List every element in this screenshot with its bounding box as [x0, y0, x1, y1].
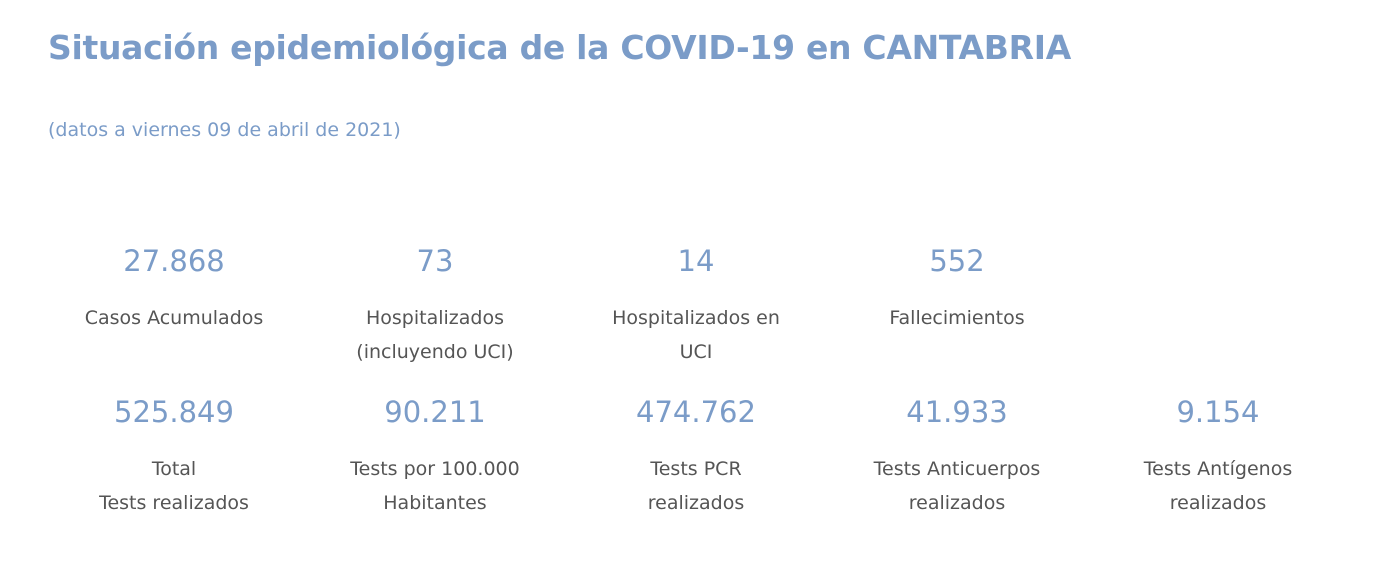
stat-value: 27.868 — [123, 244, 225, 278]
stat-value: 14 — [677, 244, 715, 278]
stat-label: Hospitalizados (incluyendo UCI) — [305, 301, 565, 369]
stat-label-line: Hospitalizados — [365, 307, 504, 329]
stat-value: 9.154 — [1176, 395, 1260, 429]
stat-total-tests: 525.849 Total Tests realizados — [44, 394, 304, 520]
stat-label-line: Tests Antígenos — [1143, 458, 1293, 480]
stat-tests-antigenos: 9.154 Tests Antígenos realizados — [1088, 394, 1348, 520]
stat-hospitalizados: 73 Hospitalizados (incluyendo UCI) — [305, 243, 565, 369]
stat-casos-acumulados: 27.868 Casos Acumulados — [44, 243, 304, 335]
date-subtitle: (datos a viernes 09 de abril de 2021) — [48, 119, 401, 141]
stat-tests-por-habitantes: 90.211 Tests por 100.000 Habitantes — [305, 394, 565, 520]
stat-label-line: (incluyendo UCI) — [356, 341, 514, 363]
stat-hospitalizados-uci: 14 Hospitalizados en UCI — [566, 243, 826, 369]
stat-label-line: realizados — [647, 492, 745, 514]
stat-value: 525.849 — [114, 395, 234, 429]
stat-label: Tests PCR realizados — [566, 452, 826, 520]
stat-value: 73 — [416, 244, 454, 278]
page-title: Situación epidemiológica de la COVID-19 … — [48, 28, 1071, 67]
stat-label-line: Casos Acumulados — [84, 307, 264, 329]
stat-label-line: realizados — [1169, 492, 1267, 514]
stat-label: Casos Acumulados — [44, 301, 304, 335]
stat-value: 90.211 — [384, 395, 486, 429]
stat-label: Total Tests realizados — [44, 452, 304, 520]
stat-label-line: Total — [151, 458, 197, 480]
stat-label-line: Tests por 100.000 — [350, 458, 520, 480]
stat-label-line: Tests Anticuerpos — [873, 458, 1041, 480]
stat-label-line: UCI — [679, 341, 713, 363]
stat-tests-pcr: 474.762 Tests PCR realizados — [566, 394, 826, 520]
stat-label: Hospitalizados en UCI — [566, 301, 826, 369]
stat-label-line: realizados — [908, 492, 1006, 514]
stat-value: 552 — [929, 244, 985, 278]
stat-label: Tests Antígenos realizados — [1088, 452, 1348, 520]
stat-label-line: Habitantes — [383, 492, 487, 514]
stat-label-line: Tests PCR — [650, 458, 742, 480]
stat-fallecimientos: 552 Fallecimientos — [827, 243, 1087, 335]
stat-label: Fallecimientos — [827, 301, 1087, 335]
stat-label: Tests por 100.000 Habitantes — [305, 452, 565, 520]
stat-value: 41.933 — [906, 395, 1008, 429]
stat-label-line: Tests realizados — [99, 492, 249, 514]
stat-label-line: Fallecimientos — [889, 307, 1025, 329]
stat-label-line: Hospitalizados en — [612, 307, 780, 329]
stat-label: Tests Anticuerpos realizados — [827, 452, 1087, 520]
stat-value: 474.762 — [636, 395, 756, 429]
stat-tests-anticuerpos: 41.933 Tests Anticuerpos realizados — [827, 394, 1087, 520]
